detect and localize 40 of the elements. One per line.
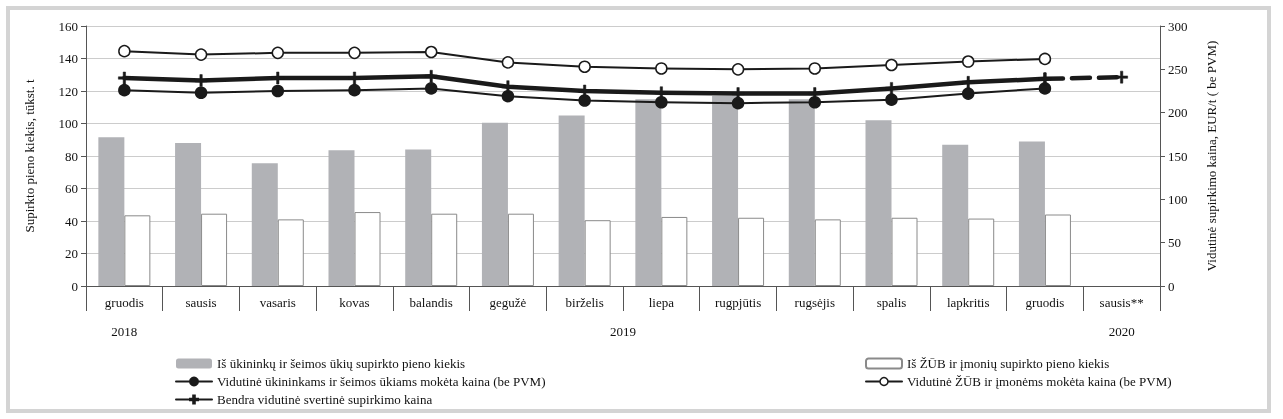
y2-axis-title: Vidutinė supirkimo kaina, EUR/t ( be PVM) [1204,40,1219,272]
y-tick-label: 160 [58,18,78,34]
y2-tick-label: 300 [1168,18,1188,34]
x-tick-label: liepa [648,295,675,310]
legend-label: Vidutinė ūkininkams ir šeimos ūkiams mokėta kaina (be PVM) [217,374,546,389]
y-tick-label: 100 [58,116,78,131]
text: 2018 [111,324,138,339]
y2-tick-label: 250 [1168,61,1188,77]
x-tick-label: kovas [339,295,370,310]
x-tick-label: balandis [409,295,453,310]
text: 2019 [610,324,636,339]
legend-label: Bendra vidutinė svertinė supirkimo kaina [217,392,433,407]
y-axis-title: Supirkto pieno kiekis, tūkst. t [22,79,37,233]
y2-tick-label: 150 [1168,148,1188,164]
x-tick-label: rugpjūtis [714,295,762,310]
text: 2020 [1108,324,1135,339]
x-tick-label: sausis [185,295,217,310]
x-tick-label: vasaris [259,295,296,310]
x-tick-label: spalis [876,295,907,310]
y-tick-label: 20 [65,246,78,261]
y2-tick-label: 0 [1168,278,1175,294]
x-tick-label: lapkritis [946,295,990,310]
x-tick-label: birželis [565,295,604,310]
x-tick-label: gegužė [489,295,527,310]
y-tick-label: 120 [58,83,78,99]
legend-label: Iš ūkininkų ir šeimos ūkių supirkto pieno kiekis [217,356,466,371]
y-tick-label: 40 [65,213,78,229]
y2-tick-label: 50 [1168,235,1181,251]
y2-tick-label: 100 [1168,191,1188,207]
x-tick-label: rugsėjis [794,295,836,310]
y-tick-label: 0 [71,278,78,294]
y-tick-label: 80 [65,148,78,164]
x-tick-label: gruodis [1025,295,1065,310]
y-tick-label: 60 [65,181,78,196]
y2-tick-label: 200 [1168,105,1188,121]
legend-label: Vidutinė ŽŪB ir įmonėms mokėta kaina (be PVM) [907,374,1172,389]
legend-label: Iš ŽŪB ir įmonių supirkto pieno kiekis [907,356,1110,371]
x-tick-label: gruodis [104,295,144,310]
x-tick-label: sausis** [1099,295,1144,310]
y-tick-label: 140 [58,51,78,66]
